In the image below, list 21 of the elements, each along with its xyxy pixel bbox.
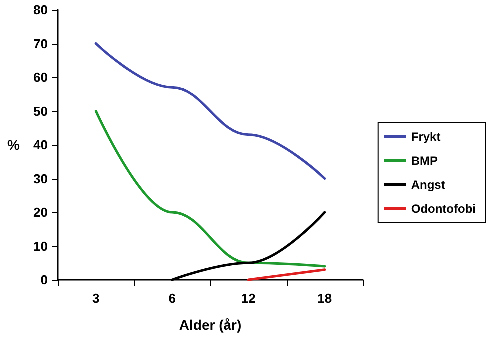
- line-series: [94, 110, 326, 268]
- x-tick-label: 6: [168, 291, 176, 306]
- legend-label: Frykt: [411, 130, 441, 144]
- y-tick-label: 0: [40, 272, 48, 288]
- y-tick-label: 80: [34, 2, 48, 18]
- legend-label: BMP: [411, 154, 438, 168]
- line-series: [94, 42, 326, 180]
- y-tick-label: 30: [34, 171, 48, 186]
- legend-label: Angst: [411, 178, 446, 192]
- x-tick-label: 3: [92, 291, 100, 306]
- y-tick-label: 40: [34, 138, 48, 152]
- y-tick-label: 70: [34, 36, 48, 52]
- x-tick-label: 12: [241, 291, 256, 306]
- legend-label: Odontofobi: [411, 202, 476, 216]
- y-tick-label: 20: [34, 205, 48, 220]
- y-tick-label: 10: [34, 238, 48, 254]
- x-tick-label: 18: [318, 291, 332, 306]
- y-axis-title: %: [8, 137, 21, 153]
- y-tick-label: 50: [34, 104, 48, 119]
- x-axis-title: Alder (år): [179, 317, 242, 333]
- y-tick-label: 60: [34, 70, 48, 85]
